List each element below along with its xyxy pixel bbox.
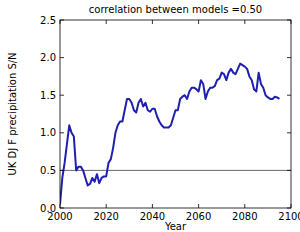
y-tick-right [287, 95, 291, 96]
x-tick-label: 2020 [93, 211, 118, 222]
x-tick [198, 204, 199, 208]
y-tick-label: 1.5 [40, 90, 56, 101]
y-tick [60, 57, 64, 58]
y-tick-right [287, 20, 291, 21]
reference-line [60, 170, 291, 171]
title: correlation between models =0.50 [89, 4, 262, 15]
y-tick [60, 132, 64, 133]
plot-frame [60, 20, 291, 208]
x-tick-label: 2060 [186, 211, 211, 222]
x-tick-top [106, 20, 107, 24]
x-tick [291, 204, 292, 208]
y-tick [60, 170, 64, 171]
y-tick-label: 0.5 [40, 165, 56, 176]
y-tick-right [287, 57, 291, 58]
x-axis-label: Year [164, 221, 187, 232]
y-tick-label: 2.5 [40, 15, 56, 26]
y-tick-label: 0.0 [40, 203, 56, 214]
x-tick [244, 204, 245, 208]
x-tick-top [244, 20, 245, 24]
y-tick-right [287, 170, 291, 171]
x-tick-label: 2040 [140, 211, 165, 222]
y-tick-right [287, 208, 291, 209]
plot-area [60, 64, 291, 205]
x-tick-top [198, 20, 199, 24]
data-line [60, 64, 279, 205]
y-tick-right [287, 132, 291, 133]
y-axis-label: UK DJ F precipitation S/N [7, 52, 18, 175]
y-tick [60, 20, 64, 21]
chart: 2000202020402060208021000.00.51.01.52.02… [0, 0, 300, 232]
x-tick [152, 204, 153, 208]
y-tick [60, 208, 64, 209]
x-tick-label: 2100 [278, 211, 300, 222]
y-tick-label: 2.0 [40, 52, 56, 63]
y-tick-label: 1.0 [40, 127, 56, 138]
x-tick-top [152, 20, 153, 24]
x-tick-label: 2080 [232, 211, 257, 222]
x-tick [106, 204, 107, 208]
x-tick-top [291, 20, 292, 24]
x-tick [60, 204, 61, 208]
x-tick-top [60, 20, 61, 24]
y-tick [60, 95, 64, 96]
